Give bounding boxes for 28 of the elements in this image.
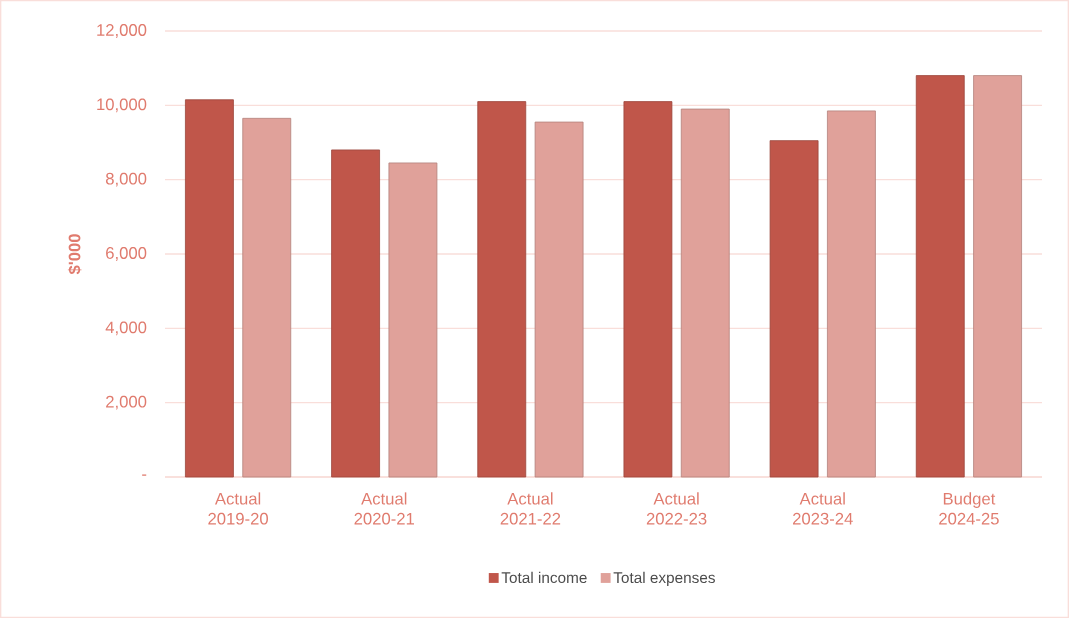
x-tick-label: Budget 2024-25 bbox=[939, 492, 999, 525]
x-tick-label: Actual 2023-24 bbox=[793, 492, 853, 525]
y-tick-label: 8,000 bbox=[105, 172, 147, 187]
bar bbox=[623, 101, 673, 478]
y-tick-label: 4,000 bbox=[105, 321, 147, 336]
legend-label: Total expenses bbox=[613, 571, 715, 587]
bar bbox=[331, 149, 380, 478]
y-axis-title: $'000 bbox=[67, 234, 82, 275]
x-tick-label: Actual 2020-21 bbox=[354, 492, 414, 525]
bar bbox=[769, 140, 819, 478]
x-tick-label: Actual 2021-22 bbox=[500, 492, 561, 525]
bar bbox=[185, 99, 234, 478]
y-tick-label: - bbox=[142, 474, 147, 476]
legend-label: Total income bbox=[501, 571, 587, 584]
x-tick-label: Actual 2019-20 bbox=[208, 492, 268, 525]
x-tick-label: Actual 2022-23 bbox=[646, 492, 707, 525]
bar bbox=[680, 108, 730, 478]
y-tick-label: 12,000 bbox=[97, 24, 147, 38]
bar bbox=[388, 162, 438, 478]
bar bbox=[242, 117, 292, 478]
y-tick-label: 6,000 bbox=[106, 247, 147, 261]
y-tick-label: 10,000 bbox=[97, 98, 147, 113]
bar bbox=[827, 110, 876, 478]
bar bbox=[973, 75, 1022, 478]
y-tick-label: 2,000 bbox=[106, 395, 147, 410]
bar bbox=[534, 121, 584, 478]
bar bbox=[915, 75, 965, 478]
bar bbox=[477, 101, 527, 478]
